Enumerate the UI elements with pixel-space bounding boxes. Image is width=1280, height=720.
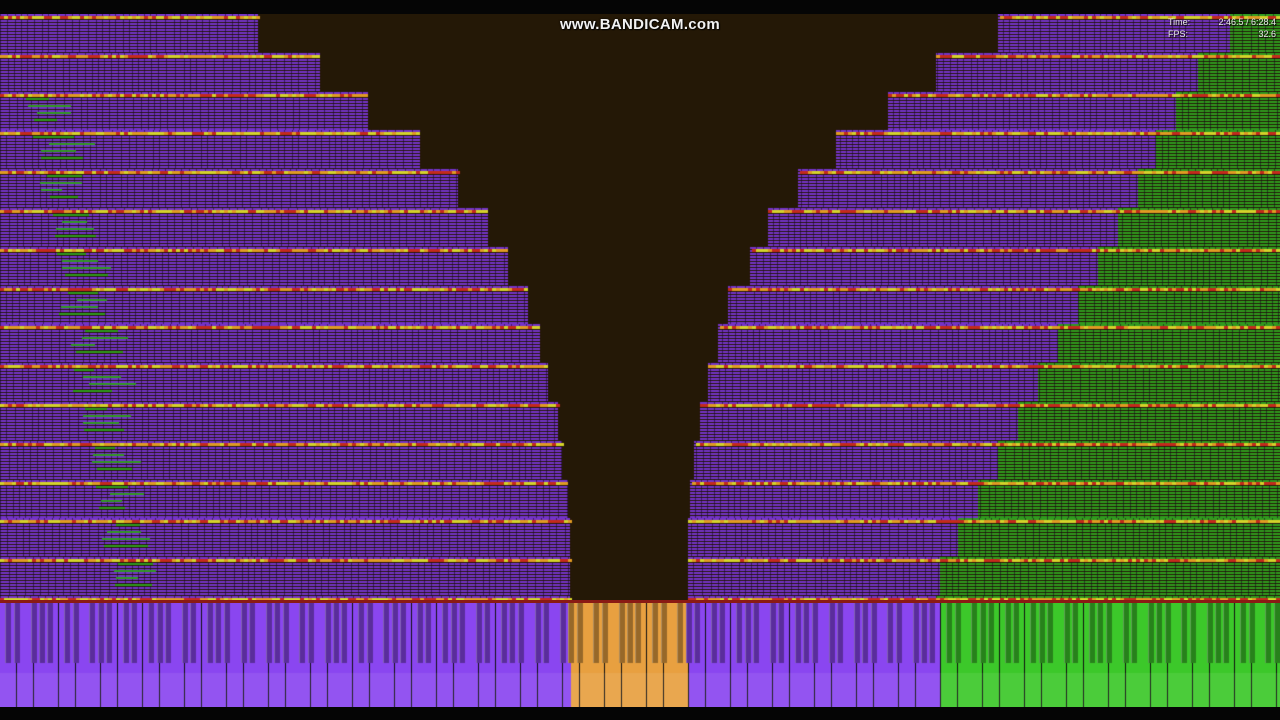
hit-line — [0, 600, 1280, 603]
playback-stats-panel: Time: 2:46.5 / 6:28.4 FPS: 32.6 — [1168, 16, 1276, 40]
time-stat-row: Time: 2:46.5 / 6:28.4 — [1168, 16, 1276, 28]
falling-notes-area — [0, 14, 1280, 602]
time-value: 2:46.5 / 6:28.4 — [1218, 17, 1276, 27]
falling-notes-canvas — [0, 14, 1280, 602]
time-label: Time: — [1168, 17, 1191, 27]
piano-keyboard[interactable] — [0, 603, 1280, 707]
top-letterbox-bar — [0, 0, 1280, 14]
fps-label: FPS: — [1168, 29, 1189, 39]
fps-value: 32.6 — [1258, 29, 1276, 39]
piano-keys-canvas[interactable] — [0, 603, 1280, 707]
fps-stat-row: FPS: 32.6 — [1168, 28, 1276, 40]
bottom-letterbox-bar — [0, 707, 1280, 720]
bandicam-watermark: www.BANDICAM.com — [559, 16, 721, 33]
